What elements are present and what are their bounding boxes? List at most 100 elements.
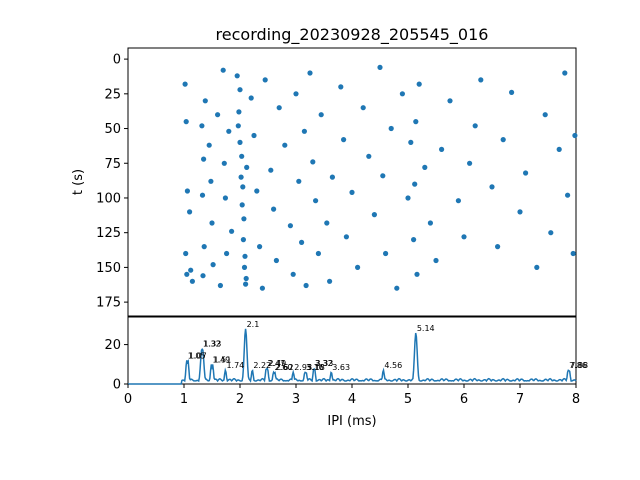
raster-point (338, 84, 344, 90)
raster-point (461, 234, 467, 240)
raster-point (248, 95, 254, 101)
raster-point (184, 188, 190, 194)
raster-point (183, 250, 189, 257)
raster-point (416, 81, 422, 87)
raster-y-tick-label: 0 (113, 53, 121, 68)
raster-plot: 0 25 50 75 100 125 150 175 t (s) (71, 47, 578, 317)
ipi-peak-label: 2.95 (294, 363, 312, 372)
raster-point (243, 281, 249, 287)
ipi-peak-label: 4.56 (384, 361, 402, 370)
raster-point (276, 105, 282, 111)
raster-point (341, 137, 347, 143)
ipi-x-tick-label: 5 (404, 392, 412, 407)
ipi-peak-label: 5.14 (417, 324, 435, 333)
raster-point (478, 77, 484, 83)
raster-y-tick-label: 25 (104, 87, 121, 102)
ipi-peak-label: 3.32 (315, 359, 333, 368)
raster-point (254, 188, 260, 194)
ipi-peak-label: 1.33 (203, 340, 221, 349)
raster-point (500, 137, 506, 143)
raster-point (238, 174, 244, 180)
ipi-x-ticks: 0 1 2 3 4 5 6 7 8 (124, 384, 580, 407)
raster-point (241, 264, 248, 270)
raster-point (188, 267, 194, 273)
raster-point (523, 170, 529, 176)
raster-point (226, 128, 232, 134)
ipi-peak-label: 1.05 (188, 351, 206, 360)
raster-point (383, 250, 389, 257)
raster-point (201, 156, 207, 162)
raster-point (329, 174, 335, 180)
ipi-peak-label: 1.74 (226, 361, 244, 370)
ipi-peak-label: 2.1 (247, 320, 260, 329)
raster-point (439, 146, 445, 152)
raster-point (201, 244, 207, 250)
raster-point (183, 119, 189, 125)
raster-point (371, 212, 377, 218)
raster-point (427, 220, 433, 226)
raster-point (377, 64, 383, 70)
ipi-x-axis-label: IPI (ms) (327, 414, 376, 429)
raster-point (237, 139, 243, 145)
ipi-y-tick-label: 20 (104, 338, 121, 353)
raster-point (235, 123, 241, 129)
raster-point (349, 189, 355, 195)
raster-point (556, 146, 562, 152)
raster-y-ticks: 0 25 50 75 100 125 150 175 (96, 53, 128, 311)
raster-point (509, 89, 515, 95)
raster-y-tick-label: 175 (96, 296, 121, 311)
ipi-peak-labels: 1.051.071.321.331.491.511.742.12.222.472… (188, 320, 588, 372)
raster-point (467, 160, 473, 166)
raster-point (293, 91, 299, 97)
raster-point (411, 237, 417, 243)
ipi-peak-label: 3.18 (307, 363, 325, 372)
raster-point (360, 105, 366, 111)
raster-point (565, 192, 571, 198)
raster-point (199, 123, 205, 129)
raster-point (242, 253, 248, 259)
raster-point (208, 178, 214, 184)
raster-point (239, 153, 245, 159)
raster-point (313, 198, 319, 204)
raster-point (282, 142, 288, 148)
raster-point (251, 132, 257, 139)
raster-point (268, 167, 274, 173)
ipi-peak-label: 2.62 (276, 363, 294, 372)
ipi-y-tick-label: 0 (113, 378, 121, 393)
raster-point (182, 81, 188, 87)
raster-point (408, 139, 414, 145)
raster-point (240, 237, 246, 243)
ipi-peak-label: 2.47 (267, 359, 285, 368)
raster-point (327, 278, 333, 284)
raster-point (209, 220, 215, 226)
raster-point (315, 250, 321, 257)
raster-point (355, 264, 361, 270)
raster-y-axis-label: t (s) (71, 169, 86, 195)
raster-point (240, 184, 246, 190)
raster-point (187, 209, 193, 215)
raster-point (262, 77, 268, 83)
chart-title: recording_20230928_205545_016 (216, 25, 489, 45)
ipi-peak-label: 1.49 (212, 355, 230, 364)
raster-point (562, 70, 568, 76)
raster-point (229, 228, 235, 234)
raster-point (287, 223, 293, 229)
raster-point (273, 257, 279, 264)
ipi-x-tick-label: 7 (516, 392, 524, 407)
ipi-peak-label: 2.22 (253, 361, 271, 370)
ipi-x-tick-label: 4 (348, 392, 356, 407)
raster-point (455, 198, 461, 204)
raster-point (220, 67, 226, 73)
raster-point (310, 159, 316, 165)
raster-point (290, 271, 296, 277)
raster-point (388, 125, 394, 132)
raster-point (296, 178, 302, 184)
ipi-peak-label: 3.33 (315, 359, 333, 368)
raster-point (433, 257, 439, 264)
raster-point (572, 132, 578, 139)
raster-plot-frame (127, 47, 577, 317)
raster-y-tick-label: 125 (96, 226, 121, 241)
raster-point (472, 123, 478, 129)
ipi-peak-label: 1.32 (203, 340, 221, 349)
raster-y-tick-label: 100 (96, 191, 121, 206)
